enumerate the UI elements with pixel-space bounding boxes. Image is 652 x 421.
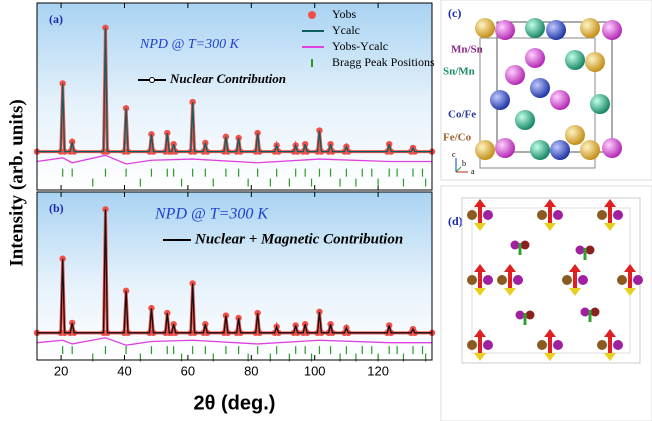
legend-label: Yobs-Ycalc <box>332 39 388 53</box>
atom <box>483 210 493 220</box>
atom-label: Sn/Mn <box>443 66 475 78</box>
x-tick-label: 40 <box>117 363 131 378</box>
atom <box>467 210 477 220</box>
legend-label: Bragg Peak Positions <box>332 55 435 69</box>
atom <box>467 340 477 350</box>
atom <box>553 340 563 350</box>
atom <box>513 275 523 285</box>
panel-label: (d) <box>448 214 463 228</box>
atom <box>591 308 600 317</box>
x-tick-label: 60 <box>181 363 195 378</box>
atom <box>483 275 493 285</box>
contribution: Nuclear + Magnetic Contribution <box>194 231 403 247</box>
annotation: NPD @ T=300 K <box>154 206 269 223</box>
atom <box>521 241 530 250</box>
atom <box>511 241 520 250</box>
panel-d-frame <box>441 186 652 421</box>
atom <box>578 275 588 285</box>
atom <box>553 210 563 220</box>
x-tick-label: 100 <box>304 363 326 378</box>
annotation: NPD @ T=300 K <box>139 37 240 52</box>
atom <box>562 275 572 285</box>
atom-label: Co/Fe <box>448 109 476 121</box>
atom <box>617 275 627 285</box>
x-axis-label: 2θ (deg.) <box>194 392 276 414</box>
legend-label: Ycalc <box>332 23 360 37</box>
atom <box>597 340 607 350</box>
atom <box>576 246 585 255</box>
plots: (a) NPD @ T=300 K Nuclear Contribution Yobs… <box>6 3 435 414</box>
atom <box>633 275 643 285</box>
atom <box>467 275 477 285</box>
legend-symbol <box>308 11 316 19</box>
panel-label: (b) <box>49 201 64 215</box>
atom <box>537 340 547 350</box>
structure-d: (d) <box>441 186 652 421</box>
atom <box>586 246 595 255</box>
x-tick-label: 80 <box>244 363 258 378</box>
contribution: Nuclear Contribution <box>169 71 286 86</box>
panel-label: (c) <box>448 6 461 20</box>
x-tick-label: 120 <box>367 363 389 378</box>
x-tick-label: 20 <box>54 363 68 378</box>
atom <box>581 308 590 317</box>
atom <box>597 210 607 220</box>
structure-c: (c) Mn/Sn Sn/Mn Co/Fe Fe/Co c b a <box>441 0 652 180</box>
legend-label: Yobs <box>332 7 356 21</box>
atom <box>537 210 547 220</box>
contribution-marker <box>150 78 155 83</box>
axis-label: a <box>471 167 475 176</box>
atom <box>526 311 535 320</box>
atom-label: Fe/Co <box>443 132 472 144</box>
axis-label: b <box>462 159 466 168</box>
panel-label: (a) <box>49 12 63 26</box>
atom <box>483 340 493 350</box>
axis-label: c <box>452 150 456 159</box>
figure: (a) NPD @ T=300 K Nuclear Contribution Yobs… <box>0 0 652 421</box>
atom-label: Mn/Sn <box>451 44 483 56</box>
atom <box>497 275 507 285</box>
atom <box>613 210 623 220</box>
y-axis-label: Intensity (arb. units) <box>6 99 27 266</box>
atom <box>613 340 623 350</box>
atom <box>516 311 525 320</box>
